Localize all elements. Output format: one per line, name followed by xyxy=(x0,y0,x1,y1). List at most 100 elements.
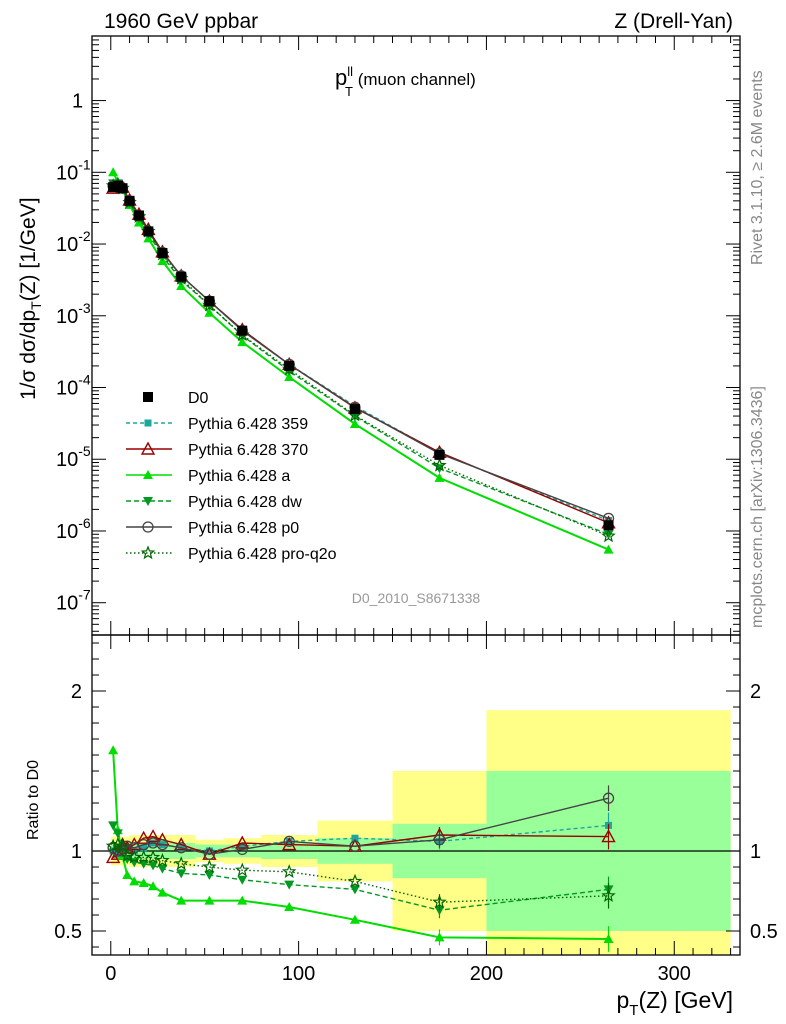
ratio-point-3-0 xyxy=(108,821,119,831)
header-right: Z (Drell-Yan) xyxy=(614,10,733,33)
data-point-4 xyxy=(133,210,144,221)
ratio-tick-label-r-1: 1 xyxy=(750,841,761,863)
y-tick-base: 10 xyxy=(56,162,78,184)
y-tick-sup: -3 xyxy=(78,300,91,316)
ratio-point-3-11 xyxy=(284,880,295,890)
legend-label-data: D0 xyxy=(188,390,209,407)
ratio-point-4-12 xyxy=(349,840,361,852)
ratio-point-5-8 xyxy=(173,856,189,871)
ratio-point-3-1 xyxy=(112,829,123,839)
ratio-point-3-13 xyxy=(434,906,445,916)
ratio-point-2-3 xyxy=(122,870,133,879)
main-point-2-10 xyxy=(284,372,295,382)
ratio-point-5-14 xyxy=(601,888,616,903)
ratio-point-5-2 xyxy=(115,838,130,853)
y-tick-base: 1 xyxy=(72,91,83,113)
ratio-point-5-3 xyxy=(119,848,135,863)
chart-title-p: p xyxy=(335,65,347,90)
mcplots-label: mcplots.cern.ch [arXiv:1306.3436] xyxy=(749,386,766,628)
ratio-tick-label-r-0: 0.5 xyxy=(750,921,778,943)
chart-title-sup: ll xyxy=(347,64,353,79)
y-tick-label-4: 10-4 xyxy=(56,372,91,400)
chart-title: pll T (muon channel) xyxy=(335,64,476,99)
legend-label-2: Pythia 6.428 a xyxy=(188,468,290,485)
ratio-point-2-9 xyxy=(204,895,215,905)
ratio-point-3-9 xyxy=(204,871,215,880)
ratio-point-5-13 xyxy=(432,894,447,909)
ratio-point-2-6 xyxy=(148,881,159,891)
main-point-5-12 xyxy=(432,457,447,472)
y-tick-label-6: 10-6 xyxy=(56,515,91,543)
ratio-tick-label-l-1: 1 xyxy=(71,841,82,863)
main-point-3-13 xyxy=(603,530,614,540)
data-point-5 xyxy=(143,226,154,237)
ratio-point-5-10 xyxy=(235,862,250,877)
main-point-2-8 xyxy=(204,307,215,317)
ratio-point-1-14 xyxy=(601,829,616,843)
ratio-point-2-5 xyxy=(138,878,149,887)
ratio-point-3-10 xyxy=(237,875,248,885)
ylabel-sub: T xyxy=(28,301,44,310)
ratio-tick-label-l-0: 0.5 xyxy=(54,921,82,943)
x-tick-label-2: 200 xyxy=(470,963,503,985)
ratio-y-axis-label: Ratio to D0 xyxy=(25,760,42,840)
y-tick-label-0: 1 xyxy=(72,91,83,113)
ratio-point-4-9 xyxy=(203,848,216,860)
legend-marker-2 xyxy=(143,470,153,479)
ratio-point-5-9 xyxy=(202,859,217,874)
main-point-2-13 xyxy=(603,544,614,554)
ratio-point-1-11 xyxy=(282,837,297,851)
y-tick-base: 10 xyxy=(56,378,78,400)
y-tick-label-5: 10-5 xyxy=(56,443,91,471)
ratio-point-4-13 xyxy=(433,834,446,846)
y-tick-label-2: 10-2 xyxy=(56,228,91,256)
main-y-axis-label: 1/σ dσ/dpT(Z) [1/GeV] xyxy=(17,197,44,400)
y-tick-sup: -1 xyxy=(78,156,91,172)
main-point-2-0 xyxy=(108,167,119,177)
main-point-5-13 xyxy=(601,528,616,543)
y-tick-label-3: 10-3 xyxy=(56,300,91,328)
legend: D0 Pythia 6.428 359 Pythia 6.428 370 Pythia… xyxy=(126,390,337,563)
ratio-tick-label-r-2: 2 xyxy=(750,681,761,703)
legend-marker-4 xyxy=(142,521,154,533)
axes: 110-110-210-310-410-510-610-70.5 0.51 12 20… xyxy=(54,35,778,985)
ratio-point-2-8 xyxy=(176,895,187,905)
legend-label-4: Pythia 6.428 p0 xyxy=(188,520,299,537)
ratio-point-2-12 xyxy=(349,914,360,924)
data-point-2 xyxy=(117,183,128,194)
ratio-point-0-5 xyxy=(140,844,148,852)
ylabel-part2: (Z) [1/GeV] xyxy=(17,197,40,301)
ratio-point-2-0 xyxy=(108,745,119,755)
data-point-12 xyxy=(434,449,445,460)
ratio-point-0-9 xyxy=(205,847,213,855)
y-tick-sup: -2 xyxy=(78,228,91,244)
data-point-6 xyxy=(157,247,168,258)
legend-marker-1 xyxy=(140,441,156,455)
xlabel-part1: p xyxy=(616,987,629,1013)
ratio-point-5-7 xyxy=(155,852,170,867)
y-tick-base: 10 xyxy=(56,449,78,471)
x-axis-label: pT(Z) [GeV] xyxy=(616,987,733,1019)
analysis-watermark: D0_2010_S8671338 xyxy=(352,590,481,606)
y-tick-sup: -5 xyxy=(78,443,91,459)
data-point-3 xyxy=(124,195,135,206)
y-tick-sup: -7 xyxy=(78,587,91,603)
ratio-point-0-12 xyxy=(351,834,359,842)
legend-marker-0 xyxy=(144,419,152,427)
ratio-point-5-11 xyxy=(281,864,297,879)
ratio-point-3-8 xyxy=(176,869,187,879)
ratio-point-5-6 xyxy=(145,849,161,864)
ratio-point-1-10 xyxy=(235,835,250,849)
ratio-point-1-6 xyxy=(145,829,161,843)
rivet-label: Rivet 3.1.10, ≥ 2.6M events xyxy=(749,70,766,265)
y-tick-sup: -6 xyxy=(78,515,91,531)
legend-label-0: Pythia 6.428 359 xyxy=(188,416,308,433)
ratio-point-4-11 xyxy=(283,835,295,848)
data-point-10 xyxy=(284,360,295,371)
y-tick-label-7: 10-7 xyxy=(56,587,91,615)
ratio-point-1-0 xyxy=(105,849,121,864)
data-point-8 xyxy=(204,296,215,307)
ratio-point-4-1 xyxy=(112,845,124,857)
ratio-point-4-8 xyxy=(175,842,187,854)
y-tick-label-1: 10-1 xyxy=(56,156,91,184)
